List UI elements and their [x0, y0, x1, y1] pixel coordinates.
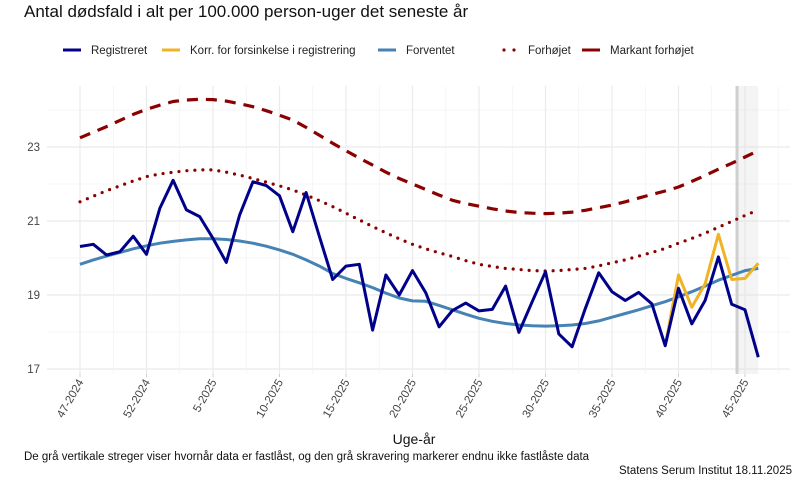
series-line-forhøjet: [78, 168, 760, 273]
series-line-korr-for-forsinkelse-i-registrering: [663, 232, 760, 346]
x-tick-label: 52-2024: [122, 377, 154, 420]
footer-source: Statens Serum Institut 18.11.2025: [619, 465, 792, 477]
x-axis-label: Uge-år: [393, 431, 436, 447]
y-tick-label: 21: [27, 216, 40, 228]
legend-label: Forventet: [406, 45, 455, 57]
legend-item: Forhøjet: [502, 45, 572, 57]
y-tick-label: 23: [27, 142, 40, 154]
legend-item: Registreret: [63, 45, 148, 57]
x-tick-label: 35-2025: [587, 378, 619, 421]
not-locked-shading: [735, 86, 759, 374]
series-line-registreret: [79, 178, 760, 358]
x-tick-label: 20-2025: [388, 378, 420, 421]
chart-title: Antal dødsfald i alt per 100.000 person-…: [24, 2, 469, 21]
legend-swatch: [512, 48, 516, 52]
series-lines: [78, 97, 760, 358]
legend-item: Markant forhøjet: [582, 45, 695, 57]
legend-item: Forventet: [378, 45, 455, 57]
x-tick-label: 25-2025: [454, 378, 486, 421]
series-line-forventet: [79, 237, 759, 328]
x-tick-label: 30-2025: [521, 378, 553, 421]
x-tick-label: 40-2025: [654, 378, 686, 421]
x-tick-label: 45-2025: [720, 378, 752, 421]
footer-note: De grå vertikale streger viser hvornår d…: [24, 451, 590, 463]
series-line-markant-forhøjet: [79, 97, 759, 216]
legend-item: Korr. for forsinkelse i registrering: [162, 45, 356, 57]
y-tick-label: 17: [27, 364, 40, 376]
legend-label: Registreret: [91, 45, 148, 57]
grid: [47, 86, 790, 374]
x-tick-label: 5-2025: [191, 378, 219, 415]
x-tick-label: 47-2024: [55, 377, 87, 420]
x-tick-label: 10-2025: [255, 378, 287, 421]
y-tick-label: 19: [27, 290, 40, 302]
legend: Registreret Korr. for forsinkelse i regis…: [63, 45, 695, 57]
legend-label: Korr. for forsinkelse i registrering: [190, 45, 356, 57]
x-tick-label: 15-2025: [321, 378, 353, 421]
legend-label: Markant forhøjet: [610, 45, 695, 57]
not-locked-region: [737, 86, 759, 374]
legend-label: Forhøjet: [528, 45, 572, 57]
legend-swatch: [502, 48, 506, 52]
